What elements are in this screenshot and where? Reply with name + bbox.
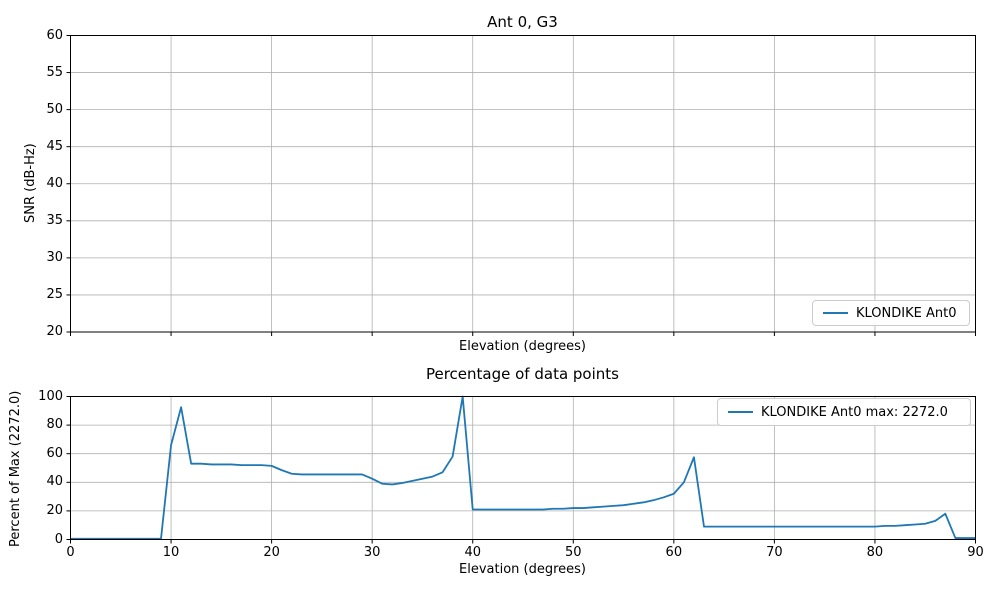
y-tick-label: 35	[46, 212, 63, 228]
legend-line-sample-icon	[823, 312, 848, 314]
top-plot-legend: KLONDIKE Ant0	[812, 300, 970, 326]
x-tick-label: 10	[162, 545, 180, 560]
y-tick-label: 80	[46, 417, 63, 433]
bottom-plot-xlabel: Elevation (degrees)	[459, 562, 586, 577]
y-tick-label: 55	[46, 64, 63, 80]
y-tick-label: 60	[46, 27, 63, 43]
y-tick-label: 25	[46, 286, 63, 302]
axes-spines	[70, 396, 976, 540]
bottom-plot-title: Percentage of data points	[425, 365, 619, 383]
x-tick-label: 30	[363, 545, 381, 560]
legend-line-sample-icon	[728, 411, 753, 413]
x-tick-label: 90	[967, 545, 984, 560]
x-tick-label: 20	[263, 545, 280, 560]
y-tick-label: 50	[46, 101, 63, 117]
y-tick-label: 100	[38, 388, 63, 404]
x-tick-label: 50	[564, 545, 582, 560]
top-plot-xlabel: Elevation (degrees)	[459, 339, 586, 354]
bottom-legend-label: KLONDIKE Ant0 max: 2272.0	[761, 404, 948, 420]
x-tick-label: 80	[866, 545, 884, 560]
y-tick-label: 40	[46, 175, 63, 191]
y-tick-label: 60	[46, 445, 63, 461]
y-tick-label: 40	[46, 474, 63, 490]
y-tick-label: 20	[46, 324, 63, 339]
top-legend-label: KLONDIKE Ant0	[856, 305, 957, 321]
y-tick-label: 0	[54, 531, 63, 547]
bottom-plot-legend: KLONDIKE Ant0 max: 2272.0	[717, 398, 971, 426]
y-tick-label: 20	[46, 502, 63, 518]
x-tick-label: 0	[66, 545, 75, 560]
x-tick-label: 60	[665, 545, 683, 560]
bottom-plot-ylabel: Percent of Max (2272.0)	[8, 390, 23, 548]
top-plot-title: Ant 0, G3	[487, 13, 558, 31]
data-line-klondike-ant0	[70, 395, 976, 540]
y-tick-label: 30	[46, 249, 63, 265]
x-tick-label: 40	[464, 545, 481, 560]
y-tick-label: 45	[46, 138, 63, 154]
x-tick-label: 70	[766, 545, 783, 560]
